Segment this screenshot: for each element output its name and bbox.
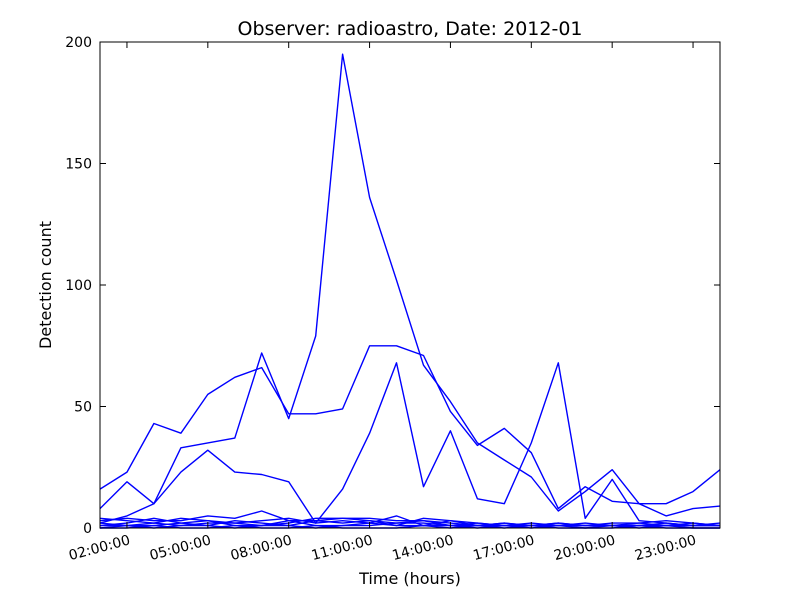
x-axis: 02:00:00 05:00:00 08:00:00 11:00:00 14:00:00… [67,42,698,564]
series-line-3 [99,362,720,527]
series-line-1 [99,53,721,524]
x-tick-label: 23:00:00 [633,532,698,564]
y-tick-label: 150 [65,157,92,173]
chart-title: Observer: radioastro, Date: 2012-01 [237,18,582,40]
y-tick-label: 0 [83,521,92,537]
x-tick-label: 05:00:00 [148,532,213,564]
x-tick-label: 02:00:00 [67,532,132,564]
plot-frame [99,41,721,529]
series-layer [99,53,721,529]
y-tick-label: 100 [65,278,92,294]
series-line-9 [99,522,720,529]
x-tick-label: 08:00:00 [229,532,294,564]
y-tick-label: 200 [65,35,92,51]
y-axis-label: Detection count [36,221,55,349]
x-axis-label: Time (hours) [358,569,461,588]
x-tick-label: 20:00:00 [552,532,617,564]
x-tick-label: 11:00:00 [310,532,375,564]
x-tick-label: 14:00:00 [391,532,456,564]
y-tick-label: 50 [74,400,92,416]
y-axis: 0 50 100 150 200 [65,35,720,537]
x-tick-label: 17:00:00 [471,532,536,564]
series-line-2 [99,345,721,510]
